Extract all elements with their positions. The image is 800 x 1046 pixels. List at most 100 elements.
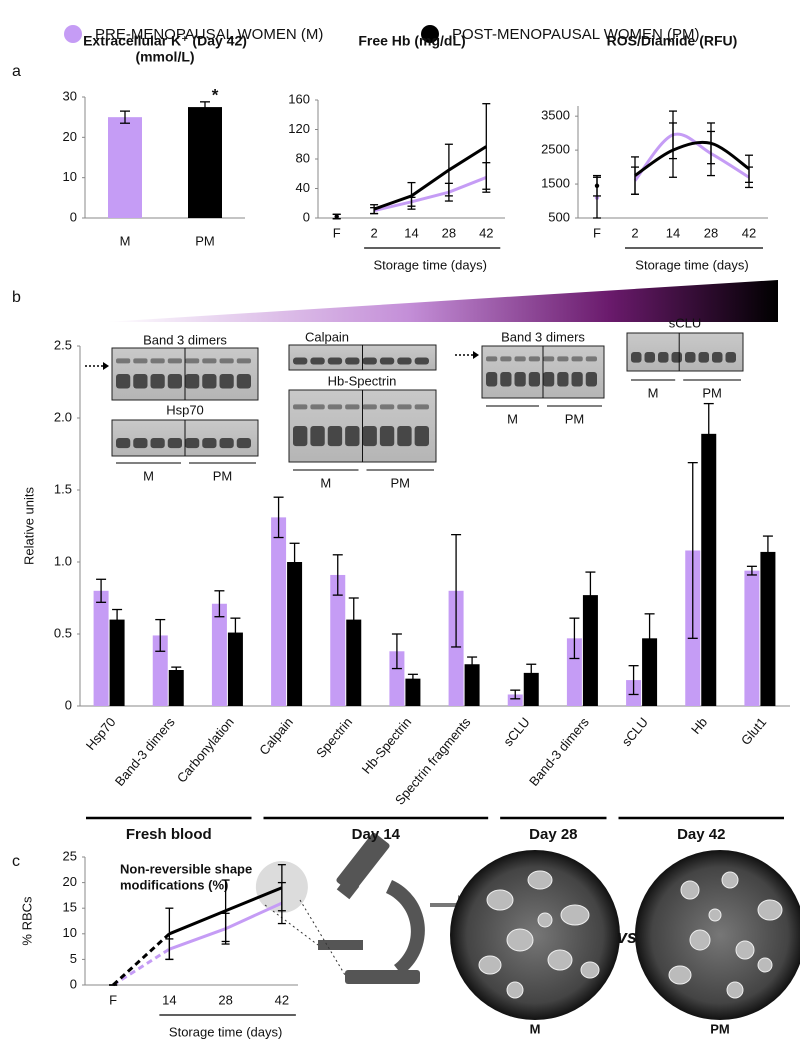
blot-band xyxy=(310,357,325,365)
bar xyxy=(152,635,168,706)
blot-band xyxy=(293,357,308,365)
blot-arrowhead xyxy=(473,351,479,359)
blot-band xyxy=(345,404,360,410)
x-axis-label: Storage time (days) xyxy=(635,257,748,272)
blot-band xyxy=(631,352,642,363)
y-tick-label: 80 xyxy=(296,150,310,165)
blot-group-label: M xyxy=(320,475,331,490)
bar xyxy=(188,107,222,218)
y-tick-label: 25 xyxy=(63,848,77,863)
x-tick-label: 14 xyxy=(666,225,680,240)
blot-band xyxy=(486,356,498,362)
blot-label: Hb-Spectrin xyxy=(328,373,397,388)
legend-swatch xyxy=(64,25,82,43)
blot-group-label: PM xyxy=(565,411,585,426)
blot-band xyxy=(133,374,148,389)
bar xyxy=(108,117,142,218)
blot-label: Band 3 dimers xyxy=(143,332,227,347)
blot-arrowhead xyxy=(103,362,109,370)
blot-band xyxy=(327,357,343,365)
blot-band xyxy=(345,357,360,365)
chart-title: Non-reversible shape xyxy=(120,861,252,876)
blot-band xyxy=(236,358,251,364)
blot-band xyxy=(133,358,148,364)
micrograph-label: M xyxy=(530,1021,541,1036)
blot-band xyxy=(585,356,597,362)
y-tick-label: 0 xyxy=(70,976,77,991)
x-tick-label: 28 xyxy=(218,992,232,1007)
y-tick-label: 0 xyxy=(65,697,72,712)
blot-band xyxy=(557,372,569,387)
blot-band xyxy=(712,352,723,363)
blot-band xyxy=(167,358,182,364)
series-line-dashed xyxy=(112,947,171,987)
series-line xyxy=(373,176,487,213)
y-axis-label: Relative units xyxy=(21,486,36,565)
y-tick-label: 1.5 xyxy=(54,481,72,496)
blot-band xyxy=(698,352,709,363)
group-label: Day 28 xyxy=(529,826,577,843)
blot-band xyxy=(514,356,526,362)
y-tick-label: 20 xyxy=(63,874,77,889)
bar xyxy=(168,670,184,706)
x-tick-label: Band-3 dimers xyxy=(112,714,178,789)
bar xyxy=(760,551,776,706)
bar xyxy=(389,651,405,706)
blot-band xyxy=(345,426,360,447)
x-tick-label: Hsp70 xyxy=(83,714,119,752)
blot-band xyxy=(362,426,377,447)
y-tick-label: 10 xyxy=(63,169,77,184)
y-tick-label: 0 xyxy=(70,209,77,224)
y-tick-label: 0 xyxy=(303,209,310,224)
bar xyxy=(507,694,523,706)
bar xyxy=(448,590,464,706)
series-line xyxy=(373,145,488,211)
blot-band xyxy=(685,352,696,363)
x-tick-label: Band-3 dimers xyxy=(526,714,592,789)
blot-image xyxy=(626,332,744,372)
bar xyxy=(744,570,760,706)
micrograph-pm xyxy=(635,850,800,1020)
y-tick-label: 1.0 xyxy=(54,553,72,568)
significance-mark: * xyxy=(212,85,219,104)
x-tick-label: 28 xyxy=(442,225,456,240)
series-line xyxy=(634,140,750,177)
y-tick-label: 2.0 xyxy=(54,409,72,424)
blot-group-label: PM xyxy=(213,468,233,483)
chart-subtitle: (mmol/L) xyxy=(135,49,194,65)
blot-band xyxy=(585,372,597,387)
blot-band xyxy=(379,426,395,447)
blot-band xyxy=(658,352,669,363)
bar xyxy=(582,595,598,706)
x-tick-label: Carbonylation xyxy=(174,714,237,785)
blot-band xyxy=(185,438,200,449)
y-tick-label: 2500 xyxy=(541,142,570,157)
blot-band xyxy=(167,438,182,449)
blot-band xyxy=(185,358,200,364)
bar xyxy=(642,638,658,706)
y-tick-label: 10 xyxy=(63,925,77,940)
blot-label: Band 3 dimers xyxy=(501,329,585,344)
x-tick-label: F xyxy=(109,992,117,1007)
blot-band xyxy=(327,404,343,410)
blot-band xyxy=(725,352,736,363)
legend-label: PRE-MENOPAUSAL WOMEN (M) xyxy=(95,26,323,43)
blot-band xyxy=(644,352,655,363)
blot-group-label: PM xyxy=(391,475,411,490)
micrograph-separator: vs xyxy=(617,927,637,947)
blot-band xyxy=(397,426,412,447)
x-axis-label: Storage time (days) xyxy=(169,1024,282,1039)
blot-band xyxy=(293,404,308,410)
blot-band xyxy=(543,372,555,387)
x-tick-label: PM xyxy=(195,233,215,248)
blot-band xyxy=(414,426,429,447)
x-tick-label: 42 xyxy=(742,225,756,240)
x-tick-label: 42 xyxy=(479,225,493,240)
blot-band xyxy=(528,372,540,387)
panel-label: c xyxy=(12,853,20,870)
x-tick-label: 2 xyxy=(370,225,377,240)
blot-band xyxy=(167,374,182,389)
y-tick-label: 3500 xyxy=(541,108,570,123)
x-tick-label: Hb xyxy=(688,714,710,736)
